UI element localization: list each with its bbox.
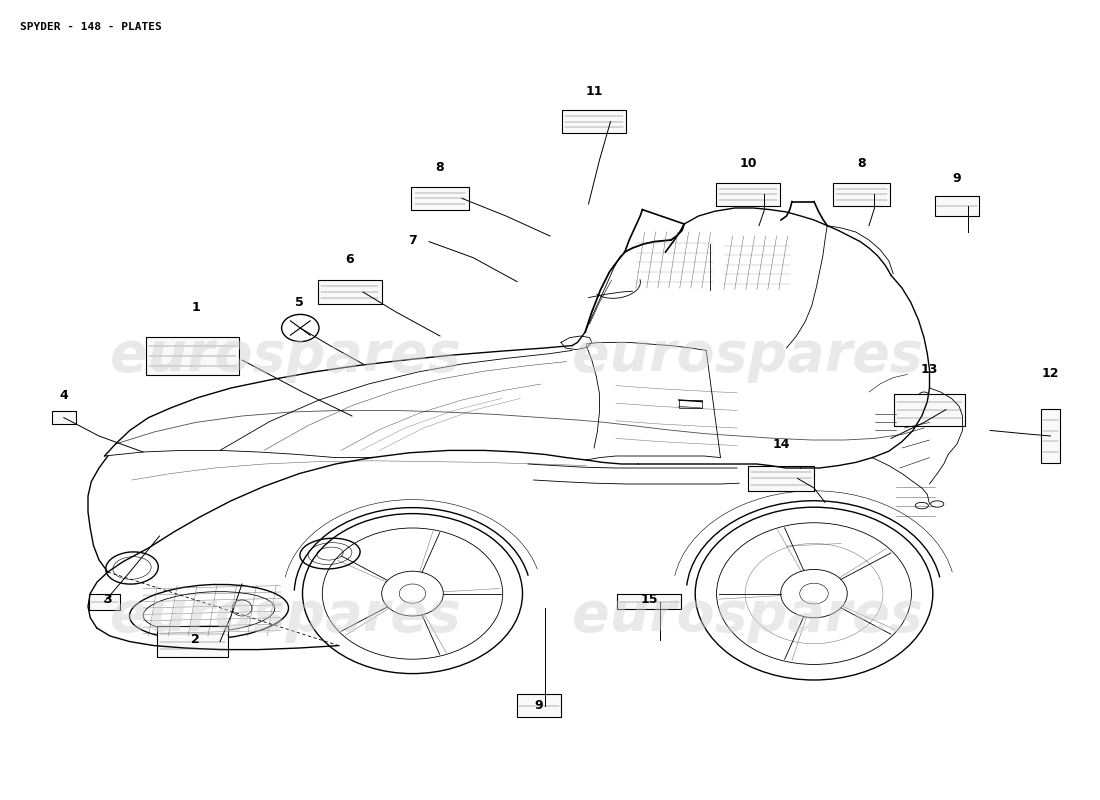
Bar	[748, 466, 814, 491]
Bar	[562, 110, 626, 133]
Text: 2: 2	[191, 633, 200, 646]
Text: 10: 10	[739, 158, 757, 170]
Bar	[833, 183, 890, 206]
Bar	[716, 183, 780, 206]
Bar	[1041, 409, 1060, 463]
Text: 7: 7	[408, 234, 417, 246]
Text: eurospares: eurospares	[110, 589, 461, 643]
Text: 12: 12	[1042, 367, 1059, 380]
Bar	[517, 694, 561, 717]
Bar	[411, 187, 469, 210]
Bar	[679, 400, 702, 408]
Text: 8: 8	[436, 162, 444, 174]
Text: 4: 4	[59, 390, 68, 402]
Text: 5: 5	[295, 296, 304, 309]
Text: SPYDER - 148 - PLATES: SPYDER - 148 - PLATES	[20, 22, 162, 32]
Text: 15: 15	[640, 594, 658, 606]
Text: 13: 13	[921, 363, 938, 376]
Text: 3: 3	[103, 593, 112, 606]
Text: eurospares: eurospares	[572, 329, 923, 383]
Bar	[52, 411, 76, 424]
Bar	[893, 394, 966, 426]
Text: 6: 6	[345, 254, 354, 266]
Text: 8: 8	[857, 158, 866, 170]
Bar	[318, 280, 382, 304]
Text: 1: 1	[191, 301, 200, 314]
Text: 11: 11	[585, 85, 603, 98]
Bar	[145, 337, 239, 375]
Text: 9: 9	[535, 699, 543, 712]
Bar	[935, 196, 979, 216]
Text: 14: 14	[772, 438, 790, 451]
Bar	[89, 594, 120, 610]
Bar	[156, 626, 229, 657]
Text: eurospares: eurospares	[110, 329, 461, 383]
Bar	[617, 594, 681, 609]
Text: 9: 9	[953, 172, 961, 185]
Text: eurospares: eurospares	[572, 589, 923, 643]
